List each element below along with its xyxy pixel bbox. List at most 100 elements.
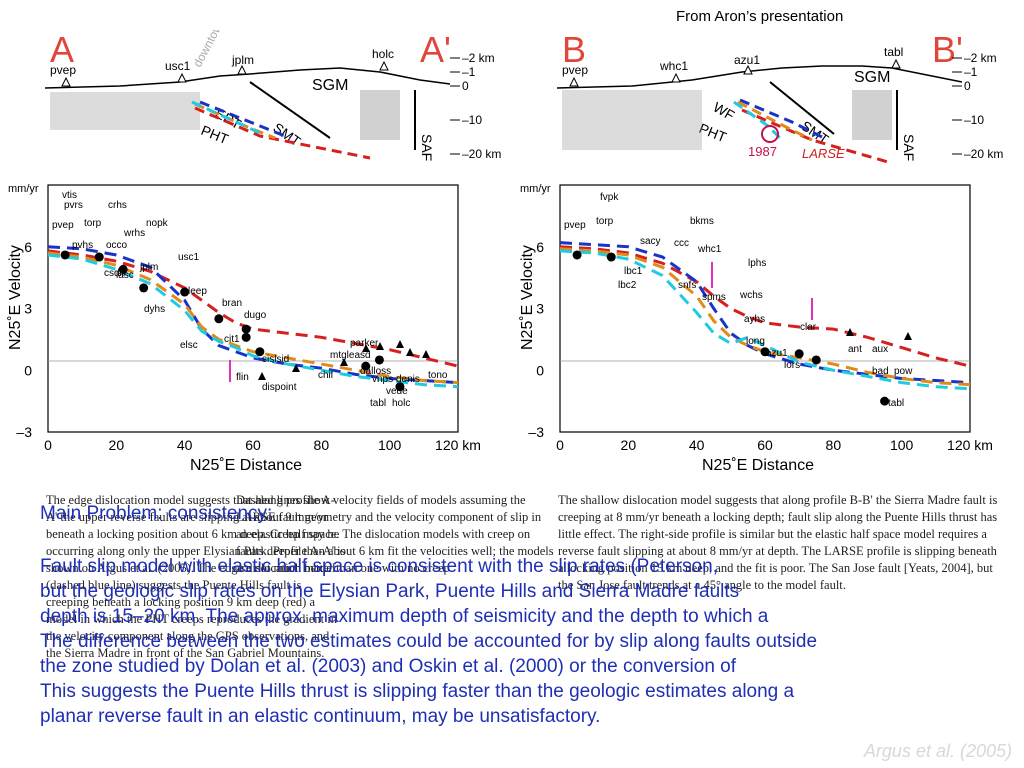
x-axis-label: N25˚E Distance [702, 457, 814, 474]
event-1987-marker [761, 125, 779, 143]
fault-label-saf: SAF [419, 134, 435, 161]
x-tick-label: 120 km [947, 437, 993, 453]
site-label: torp [596, 216, 614, 227]
x-tick-label: 100 [890, 437, 914, 453]
site-label: denis [396, 374, 420, 385]
fault-trace-red [741, 108, 889, 164]
middle-paragraph: Dashed lines show velocity fields of mod… [236, 493, 554, 575]
overlay-line: Fault slip model with elastic half space… [40, 556, 718, 577]
site-label: vnps [372, 374, 393, 385]
overlay-lines: Main Problem: consistency: Fault slip mo… [40, 504, 990, 726]
overlay-line-heading: Main Problem: consistency: [40, 503, 273, 524]
site-label: tabl [888, 398, 904, 409]
site-labels-left: vtis pvrs crhs torp pvep nopk wrhs pvhs … [52, 190, 448, 409]
depth-label-20: –20 km [964, 147, 1003, 161]
seismicity-dots [50, 90, 400, 140]
data-point [255, 347, 265, 357]
overlay-line: planar reverse fault in an elastic conti… [40, 706, 601, 727]
x-tick-label: 40 [689, 437, 705, 453]
series-line [47, 253, 459, 389]
overlay-line: This suggests the Puente Hills thrust is… [40, 681, 795, 702]
series-line [47, 251, 459, 385]
site-label: tabl [370, 398, 386, 409]
station-markers [569, 58, 901, 87]
site-label: holc [392, 398, 410, 409]
station-markers [61, 60, 389, 87]
site-label: aux [872, 344, 888, 355]
y-tick-label: 0 [536, 362, 544, 378]
credit-text: Argus et al. (2005) [863, 741, 1012, 761]
site-label: pvhs [72, 240, 93, 251]
fault-label-smt: SMT [270, 119, 304, 149]
left-paragraph: The edge dislocation model suggests that… [46, 493, 346, 660]
x-tick-label: 80 [314, 437, 330, 453]
series-line [47, 245, 459, 385]
site-label: bkms [690, 216, 714, 227]
site-label: snfs [678, 280, 696, 291]
x-tick-label: 80 [826, 437, 842, 453]
y-tick-label: 3 [536, 301, 544, 317]
site-label: lasc [116, 270, 134, 281]
site-label: usc1 [178, 252, 200, 263]
site-label: pvep [564, 220, 586, 231]
y-tick-label: 6 [536, 239, 544, 255]
overlay-line: depth is 15–20 km. The approx. maximum d… [40, 606, 769, 627]
y-tick-label: –3 [16, 424, 32, 440]
data-point [241, 332, 251, 342]
depth-label-10: –10 [462, 113, 482, 127]
y-tick-label: 3 [24, 301, 32, 317]
site-label: csdh [104, 268, 125, 279]
data-point [395, 382, 405, 392]
y-axis-label: N25˚E Velocity [7, 245, 24, 350]
smt-fault-line [249, 81, 331, 139]
site-label: flin [236, 372, 249, 383]
overlay-line: The difference between the two estimates… [40, 631, 818, 652]
series-line [559, 247, 971, 387]
site-label: dugo [244, 310, 267, 321]
topography-line [44, 67, 451, 89]
site-label: bad [872, 366, 889, 377]
x-tick-label: 20 [109, 437, 125, 453]
site-label: dyhs [144, 304, 165, 315]
site-label: elsc [180, 340, 198, 351]
data-point [572, 250, 582, 260]
data-point [880, 396, 890, 406]
data-point [794, 349, 804, 359]
x-tick-label: 60 [757, 437, 773, 453]
station-pvep: pvep [50, 63, 76, 77]
station-jplm: jplm [231, 53, 254, 67]
station-tabl: tabl [884, 45, 903, 59]
fault-label-saf: SAF [901, 134, 917, 161]
smt-fault-line [769, 81, 835, 135]
site-label: crhs [108, 200, 127, 211]
seismicity-dots [562, 90, 892, 150]
gps-triangles-left [258, 340, 430, 380]
section-letter-b-prime: B' [932, 30, 963, 70]
depth-label-10: –10 [964, 113, 984, 127]
site-label: sislsid [262, 354, 289, 365]
site-label: long [746, 336, 765, 347]
event-1987-label: 1987 [748, 144, 777, 159]
x-tick-label: 120 km [435, 437, 481, 453]
station-whc1: whc1 [659, 59, 688, 73]
series-line [559, 249, 971, 391]
fault-trace-blue [739, 98, 825, 140]
data-point [214, 314, 224, 324]
section-letter-a-prime: A' [420, 30, 451, 70]
site-label: pvrs [64, 200, 83, 211]
site-label: lors [784, 360, 800, 371]
data-point [374, 355, 384, 365]
station-pvep: pvep [562, 63, 588, 77]
site-label: ccc [674, 238, 689, 249]
fault-trace-red [194, 106, 371, 160]
site-label: azu1 [766, 348, 788, 359]
larse-label: LARSE [802, 146, 845, 161]
x-tick-label: 0 [556, 437, 564, 453]
site-label: spms [702, 292, 726, 303]
x-axis-label: N25˚E Distance [190, 457, 302, 474]
section-letter-b: B [562, 30, 586, 70]
site-label: lbc2 [618, 280, 637, 291]
left-figure: A A' pvep usc1 jplm holc downtown SGM EP… [7, 30, 501, 474]
depth-label-1: –1 [462, 65, 476, 79]
y-tick-label: 6 [24, 239, 32, 255]
